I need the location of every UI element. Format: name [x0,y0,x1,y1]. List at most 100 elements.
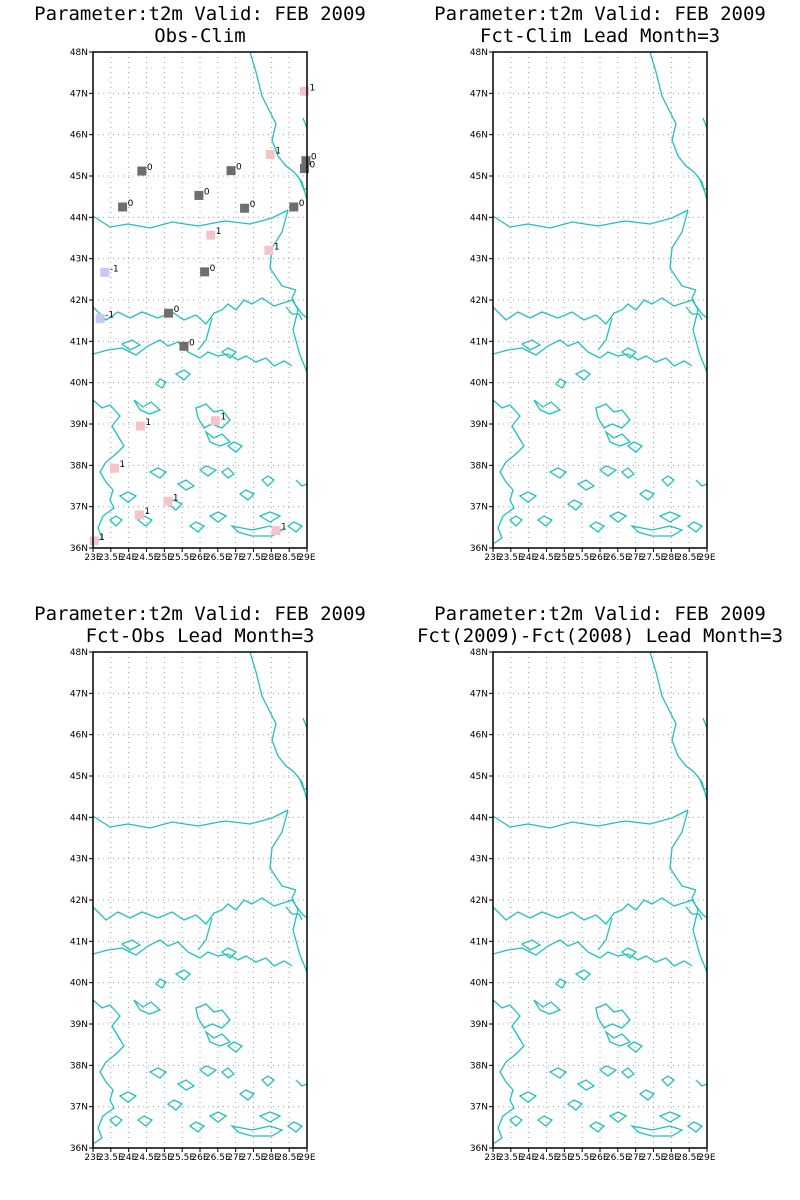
panel-fct-clim: Parameter:t2m Valid: FEB 2009 Fct-Clim L… [400,0,800,600]
coastline [508,515,524,527]
station-value: 1 [220,413,226,423]
coastline [699,779,707,791]
lon-label: 26E [191,1153,208,1163]
coastline [576,479,596,491]
lat-label: 44N [470,813,488,823]
coastline [269,809,297,891]
coastline [93,809,289,829]
lat-label: 40N [70,379,88,389]
station-marker [206,230,216,240]
lat-label: 37N [70,1103,88,1113]
coastline [220,947,238,959]
coastline [520,939,542,951]
coastline [133,399,162,415]
lon-label: 28.5E [676,553,702,563]
lon-label: 24E [120,553,137,563]
coastline [155,378,167,389]
station-value: 0 [250,200,256,210]
coastline [258,1111,282,1123]
coastline [136,1115,154,1127]
station-marker [271,526,281,536]
station-value: 0 [299,199,305,209]
station-value: 1 [99,533,105,543]
coastline [620,947,638,959]
coastline [508,1115,524,1127]
lon-label: 26.5E [605,553,631,563]
coastline [598,1065,618,1077]
station-marker [137,166,147,176]
lon-label: 28E [263,553,280,563]
coastline [597,317,613,351]
coastline [93,897,293,925]
coastline [208,511,228,523]
station-marker [95,314,105,324]
coastline [176,1079,196,1091]
station-value: 0 [189,338,195,348]
coastline [148,467,168,479]
lat-label: 45N [470,772,488,782]
panel-title: Parameter:t2m Valid: FEB 2009 [34,603,366,625]
lon-label: 24.5E [134,1153,160,1163]
coastline [493,897,693,925]
coastline [658,1111,682,1123]
lat-label: 46N [470,131,488,141]
coastline [93,209,289,229]
coastline [93,453,117,545]
panel-subtitle: Fct(2009)-Fct(2008) Lead Month=3 [416,625,784,647]
lat-label: 41N [470,337,488,347]
coastline [299,179,307,191]
coastline [93,297,293,325]
coastline [595,403,631,429]
station-marker [163,496,173,506]
lon-label: 25.5E [569,553,595,563]
coastline [518,1091,538,1103]
coastline [260,1075,276,1087]
lon-label: 24E [520,1153,537,1163]
lon-label: 27E [227,553,244,563]
coastline [533,399,562,415]
lat-label: 36N [470,1144,488,1154]
station-marker [301,156,311,166]
lon-label: 25E [556,553,573,563]
lat-label: 41N [70,337,88,347]
coastline [493,339,601,359]
station-marker [164,308,174,318]
lat-label: 36N [470,544,488,554]
coastline [204,430,232,447]
coastline [220,467,236,479]
station-value: 0 [310,161,316,171]
lat-label: 45N [470,172,488,182]
coastline [260,475,276,487]
panel-title: Parameter:t2m Valid: FEB 2009 [434,603,766,625]
map-frame: 48N47N46N45N44N43N42N41N40N39N38N37N36N2… [70,648,316,1163]
coastline [285,306,303,321]
coastline [188,1121,206,1133]
lat-label: 40N [470,979,488,989]
coastline [660,1075,676,1087]
coastline [198,1065,218,1077]
coastline [685,906,703,921]
station-value: 0 [236,163,242,173]
station-marker [289,202,299,212]
lon-label: 27.5E [241,553,267,563]
coastline [188,521,206,533]
lon-label: 23E [84,1153,101,1163]
coastline [695,479,707,487]
lat-label: 47N [470,89,488,99]
lat-label: 42N [470,896,488,906]
coastline-layer [493,652,707,1145]
lat-label: 43N [470,255,488,265]
coastline [604,430,632,447]
panel-fct-obs: Parameter:t2m Valid: FEB 2009 Fct-Obs Le… [0,600,400,1200]
coastline [174,969,192,981]
coastline [118,1091,138,1103]
coastline [220,1067,236,1079]
station-value: 0 [311,153,317,163]
panel-fct-diff: Parameter:t2m Valid: FEB 2009 Fct(2009)-… [400,600,800,1200]
coastline [493,809,689,829]
lat-label: 38N [470,1061,488,1071]
lat-label: 37N [70,503,88,513]
lat-label: 36N [70,544,88,554]
station-value: -1 [110,264,119,274]
lon-label: 27E [627,553,644,563]
